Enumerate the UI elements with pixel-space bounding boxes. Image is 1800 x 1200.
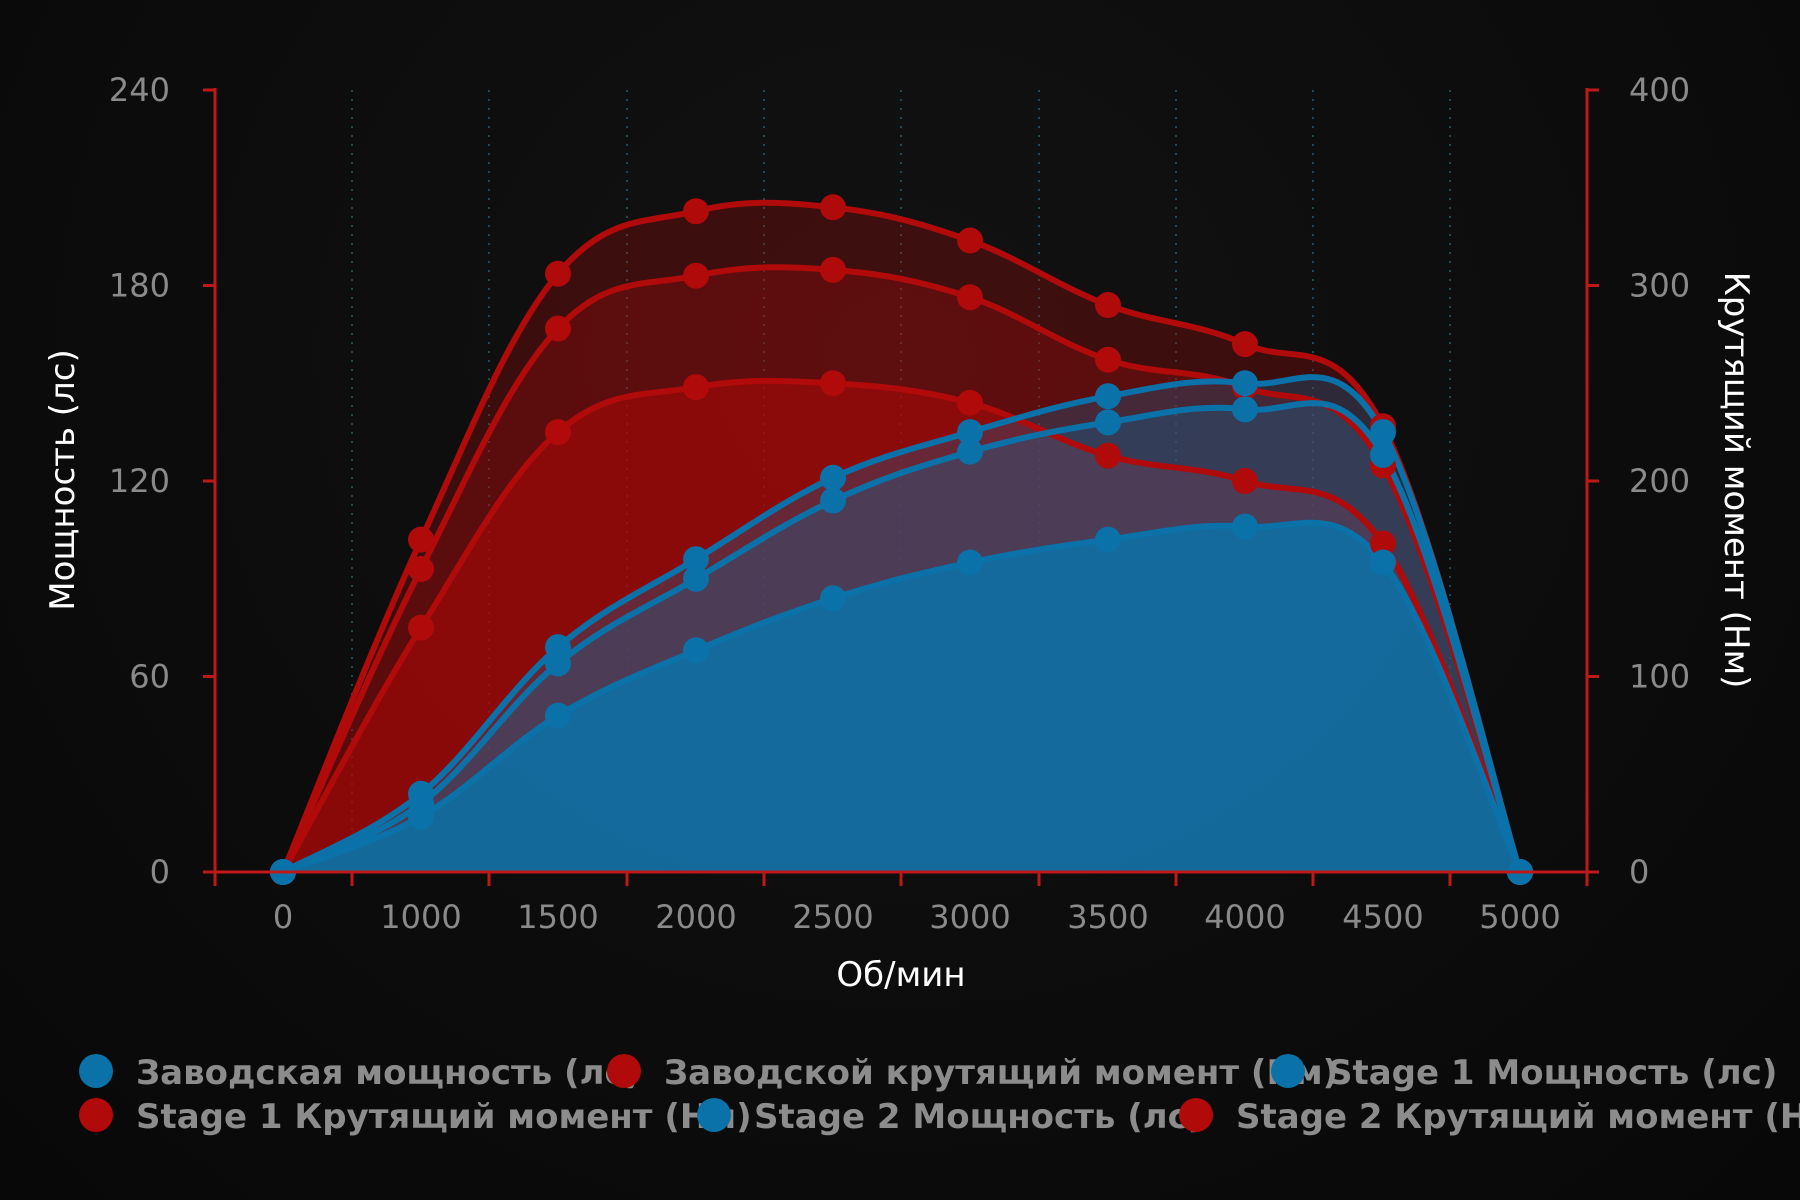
- x-axis-title: Об/мин: [836, 955, 965, 995]
- left-tick-label: 180: [109, 267, 170, 305]
- x-tick-label: 3500: [1067, 898, 1148, 936]
- data-point-0-7: [1232, 513, 1258, 540]
- legend-marker-0: [79, 1054, 113, 1088]
- data-point-5-5: [957, 227, 983, 254]
- data-point-3-3: [683, 262, 709, 289]
- data-point-1-7: [1232, 468, 1258, 494]
- data-point-1-8: [1370, 530, 1396, 557]
- legend-marker-5: [1179, 1098, 1213, 1132]
- left-tick-label: 240: [109, 71, 170, 109]
- series-line-1: [280, 377, 1523, 874]
- right-tick-label: 100: [1629, 658, 1690, 696]
- legend-marker-4: [697, 1098, 731, 1132]
- data-point-3-5: [957, 284, 983, 311]
- legend-label-5: Stage 2 Крутящий момент (Нм): [1236, 1097, 1800, 1137]
- right-tick-label: 300: [1629, 267, 1690, 305]
- data-point-5-1: [408, 526, 434, 553]
- series-line-0: [281, 519, 1523, 875]
- data-point-5-3: [683, 198, 709, 225]
- data-point-2-6: [1095, 409, 1121, 436]
- legend-label-1: Заводской крутящий момент (Нм): [664, 1053, 1338, 1093]
- x-tick-label: 1500: [517, 898, 598, 936]
- data-point-1-3: [683, 374, 709, 401]
- right-tick-label: 0: [1629, 853, 1649, 891]
- x-tick-label: 3000: [929, 898, 1010, 936]
- data-point-2-7: [1232, 396, 1258, 423]
- right-tick-label: 200: [1629, 462, 1690, 500]
- data-point-5-6: [1095, 292, 1121, 319]
- data-point-1-2: [545, 419, 571, 446]
- legend-label-4: Stage 2 Мощность (лс): [754, 1097, 1203, 1137]
- data-point-4-6: [1095, 383, 1121, 410]
- data-point-0-2: [545, 702, 571, 729]
- data-point-0-1: [408, 803, 434, 830]
- data-point-3-6: [1095, 346, 1121, 373]
- data-point-1-6: [1095, 442, 1121, 469]
- x-tick-label: 2500: [792, 898, 873, 936]
- data-point-4-4: [820, 464, 846, 491]
- legend-label-2: Stage 1 Мощность (лс): [1328, 1053, 1777, 1093]
- data-point-5-7: [1232, 331, 1258, 358]
- x-tick-label: 4000: [1204, 898, 1285, 936]
- legend-label-0: Заводская мощность (лс): [136, 1053, 640, 1093]
- legend-marker-2: [1271, 1054, 1305, 1088]
- left-tick-label: 120: [109, 462, 170, 500]
- x-tick-label: 5000: [1479, 898, 1560, 936]
- data-point-5-2: [545, 260, 571, 287]
- left-tick-label: 60: [129, 658, 170, 696]
- data-point-2-2: [545, 650, 571, 677]
- data-point-1-4: [820, 370, 846, 397]
- data-point-3-2: [545, 315, 571, 342]
- right-y-axis-title: Крутящий момент (Нм): [1716, 272, 1756, 689]
- series-area-0: [283, 522, 1520, 872]
- data-point-4-8: [1370, 419, 1396, 446]
- data-point-0-4: [820, 585, 846, 612]
- right-tick-label: 400: [1629, 71, 1690, 109]
- legend-marker-1: [607, 1054, 641, 1088]
- data-point-1-5: [957, 389, 983, 416]
- x-tick-label: 0: [273, 898, 293, 936]
- data-point-1-1: [408, 614, 434, 641]
- data-point-2-8: [1370, 441, 1396, 468]
- series-areas: [283, 202, 1520, 873]
- series-line-3: [280, 264, 1523, 874]
- data-point-0-8: [1370, 549, 1396, 576]
- data-point-4-7: [1232, 370, 1258, 397]
- x-tick-label: 2000: [655, 898, 736, 936]
- series-line-5: [280, 199, 1523, 874]
- left-y-axis-title: Мощность (лс): [43, 349, 83, 611]
- data-point-2-3: [683, 565, 709, 592]
- data-point-0-5: [957, 549, 983, 576]
- x-tick-label: 1000: [380, 898, 461, 936]
- legend: Заводская мощность (лс) Заводской крутящи…: [79, 1053, 1800, 1137]
- x-tick-label: 4500: [1342, 898, 1423, 936]
- data-point-0-6: [1095, 526, 1121, 553]
- left-tick-label: 0: [150, 853, 170, 891]
- data-point-4-3: [683, 546, 709, 573]
- data-point-2-4: [820, 487, 846, 514]
- data-point-3-1: [408, 555, 434, 582]
- legend-label-3: Stage 1 Крутящий момент (Нм): [136, 1097, 752, 1137]
- data-point-2-5: [957, 438, 983, 465]
- legend-marker-3: [79, 1098, 113, 1132]
- data-point-3-4: [820, 256, 846, 283]
- data-point-0-3: [683, 637, 709, 664]
- data-point-4-5: [957, 419, 983, 446]
- data-point-5-4: [820, 194, 846, 221]
